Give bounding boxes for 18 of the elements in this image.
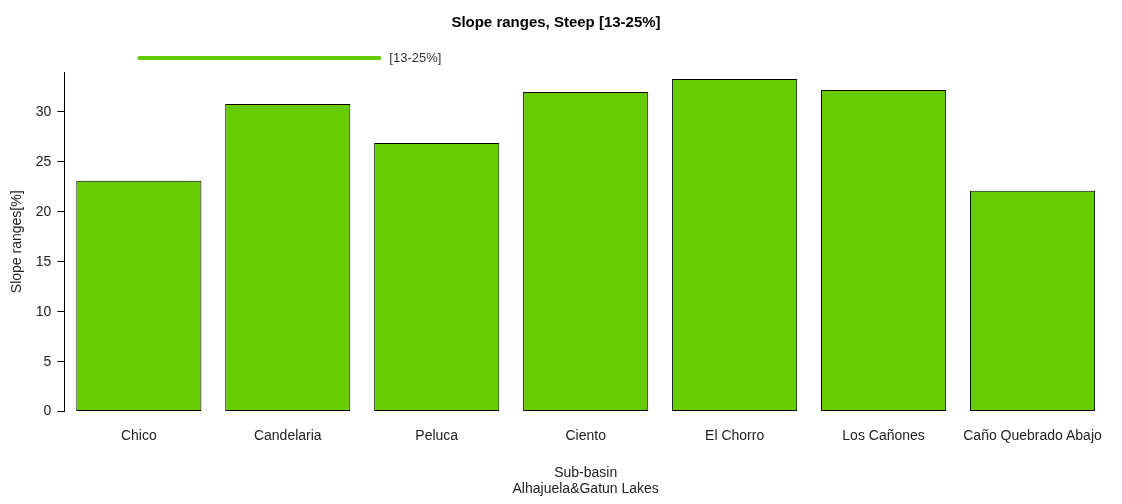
x-tick-label: Peluca — [415, 426, 459, 443]
x-tick-label: Candelaria — [253, 426, 322, 443]
y-tick-label: 5 — [43, 352, 52, 369]
x-tick-label: El Chorro — [705, 426, 765, 443]
y-axis-title: Slope ranges[%] — [8, 190, 25, 294]
y-tick-label: 0 — [43, 402, 52, 419]
y-tick-label: 30 — [35, 102, 52, 119]
text: [13-25%] — [389, 49, 442, 65]
y-tick-label: 10 — [35, 302, 52, 319]
x-axis-title: Sub-basin Alhajuela&Gatun Lakes — [512, 463, 659, 497]
chart-title: Slope ranges, Steep [13-25%] — [451, 13, 661, 31]
y-tick-label: 20 — [35, 202, 52, 219]
x-tick-label: Chico — [120, 426, 157, 443]
y-tick-label: 15 — [35, 252, 52, 269]
y-tick-label: 25 — [35, 152, 52, 169]
x-tick-label: Ciento — [565, 426, 607, 443]
x-tick-label: Caño Quebrado Abajo — [963, 426, 1103, 443]
x-tick-label: Los Cañones — [842, 426, 925, 443]
